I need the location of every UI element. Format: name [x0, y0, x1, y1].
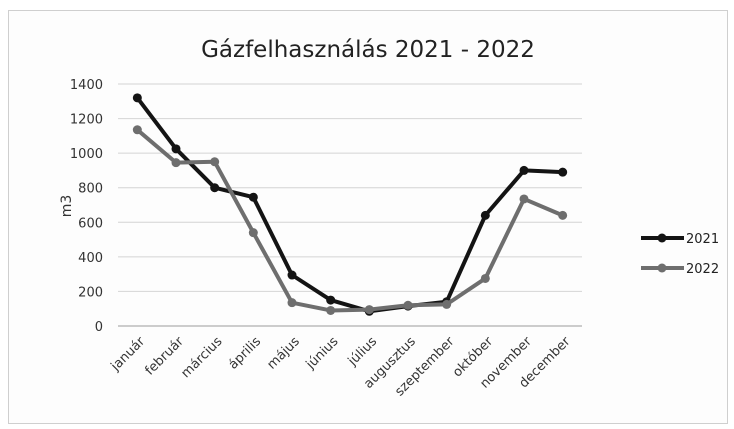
y-tick-label: 200 — [78, 285, 103, 300]
data-point — [171, 144, 181, 154]
x-tick-label: július — [345, 334, 381, 370]
legend: 2021 2022 — [641, 232, 719, 277]
y-tick-label: 1200 — [70, 113, 103, 128]
data-point — [364, 305, 374, 315]
series-line — [135, 95, 565, 314]
data-point — [287, 270, 297, 280]
data-point — [558, 210, 568, 220]
data-point — [210, 157, 220, 167]
y-axis-label: m3 — [59, 195, 75, 218]
data-point — [171, 158, 181, 168]
data-point — [442, 299, 452, 309]
series-line — [135, 127, 565, 313]
series-2022 — [132, 125, 568, 315]
y-tick-label: 600 — [78, 216, 103, 231]
y-tick-labels: 0 200 400 600 800 1000 1200 1400 — [70, 78, 103, 335]
data-point — [558, 167, 568, 177]
data-point — [132, 125, 142, 135]
gridlines — [118, 83, 582, 327]
data-point — [210, 183, 220, 193]
legend-label: 2021 — [686, 232, 719, 247]
legend-swatch-marker — [657, 263, 667, 273]
data-point — [248, 228, 258, 238]
data-point — [326, 295, 336, 305]
data-point — [480, 210, 490, 220]
data-point — [519, 194, 529, 204]
data-point — [287, 298, 297, 308]
y-tick-label: 0 — [95, 320, 103, 335]
legend-label: 2022 — [686, 262, 719, 277]
series-group — [132, 93, 568, 316]
data-point — [132, 93, 142, 103]
data-point — [480, 273, 490, 283]
legend-swatch-marker — [657, 233, 667, 243]
x-tick-label: április — [226, 334, 264, 372]
x-tick-label: március — [178, 334, 225, 381]
chart-title: Gázfelhasználás 2021 - 2022 — [201, 37, 535, 63]
data-point — [248, 192, 258, 202]
data-point — [519, 165, 529, 175]
y-tick-label: 1400 — [70, 78, 103, 93]
x-tick-label: május — [264, 334, 303, 373]
data-point — [403, 300, 413, 310]
chart-frame — [8, 10, 728, 424]
legend-item: 2022 — [641, 262, 719, 277]
legend-item: 2021 — [641, 232, 719, 247]
y-tick-label: 1000 — [70, 147, 103, 162]
series-2021 — [132, 93, 568, 316]
y-tick-label: 800 — [78, 182, 103, 197]
y-tick-label: 400 — [78, 251, 103, 266]
x-tick-label: június — [303, 334, 342, 373]
data-point — [326, 305, 336, 315]
